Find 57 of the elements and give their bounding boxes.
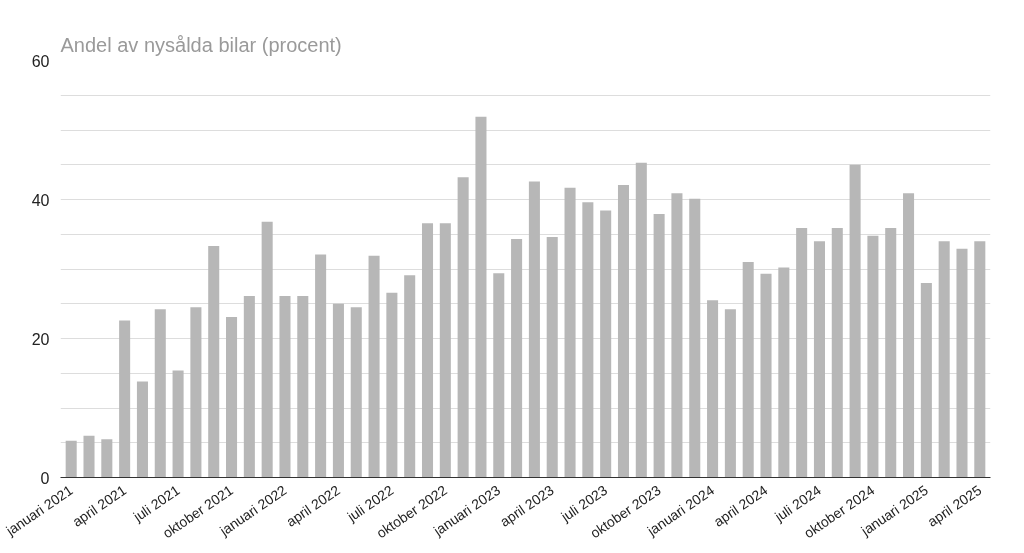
bar — [760, 273, 772, 478]
bar — [350, 307, 362, 478]
bar — [154, 309, 166, 478]
bar — [172, 370, 184, 478]
bar — [119, 320, 131, 478]
bar — [831, 227, 843, 478]
bar — [65, 440, 77, 478]
bar — [136, 381, 148, 478]
bar — [493, 273, 505, 478]
bar — [689, 198, 701, 478]
bar — [885, 227, 897, 478]
bar — [101, 439, 113, 478]
bar — [653, 214, 665, 478]
bar — [778, 267, 790, 478]
bar — [903, 193, 915, 478]
bar — [421, 223, 434, 478]
bar — [368, 255, 380, 478]
bar — [243, 296, 255, 478]
bar — [617, 184, 630, 478]
bar — [635, 162, 647, 478]
y-tick-label: 0 — [40, 469, 50, 487]
bar — [208, 246, 220, 478]
bar — [546, 237, 558, 478]
bar — [297, 296, 309, 478]
bar — [582, 202, 594, 478]
bar — [600, 210, 612, 478]
y-tick-label: 20 — [31, 330, 50, 348]
bar — [742, 262, 754, 478]
bar — [457, 177, 469, 478]
bar — [511, 239, 523, 478]
bar — [867, 235, 879, 478]
bar — [974, 241, 986, 478]
bar — [796, 227, 808, 478]
bar — [439, 223, 451, 478]
bar — [332, 303, 344, 478]
bar — [849, 164, 861, 478]
bar — [920, 282, 932, 478]
bar — [83, 435, 95, 478]
bar — [564, 187, 576, 478]
bar — [671, 193, 683, 478]
bar — [279, 296, 291, 478]
y-tick-label: 60 — [31, 52, 50, 70]
bar — [404, 275, 416, 478]
bar — [226, 316, 238, 478]
y-tick-label: 40 — [31, 191, 50, 209]
chart-title: Andel av nysålda bilar (procent) — [60, 33, 342, 56]
bar — [956, 248, 968, 478]
bar — [724, 309, 736, 478]
bar — [315, 254, 327, 478]
bar — [190, 307, 202, 478]
bar — [386, 292, 398, 478]
bar — [707, 300, 719, 478]
bar — [813, 241, 825, 478]
bar — [528, 181, 540, 478]
bar — [475, 116, 487, 478]
bar — [261, 221, 273, 478]
bar — [938, 241, 950, 478]
